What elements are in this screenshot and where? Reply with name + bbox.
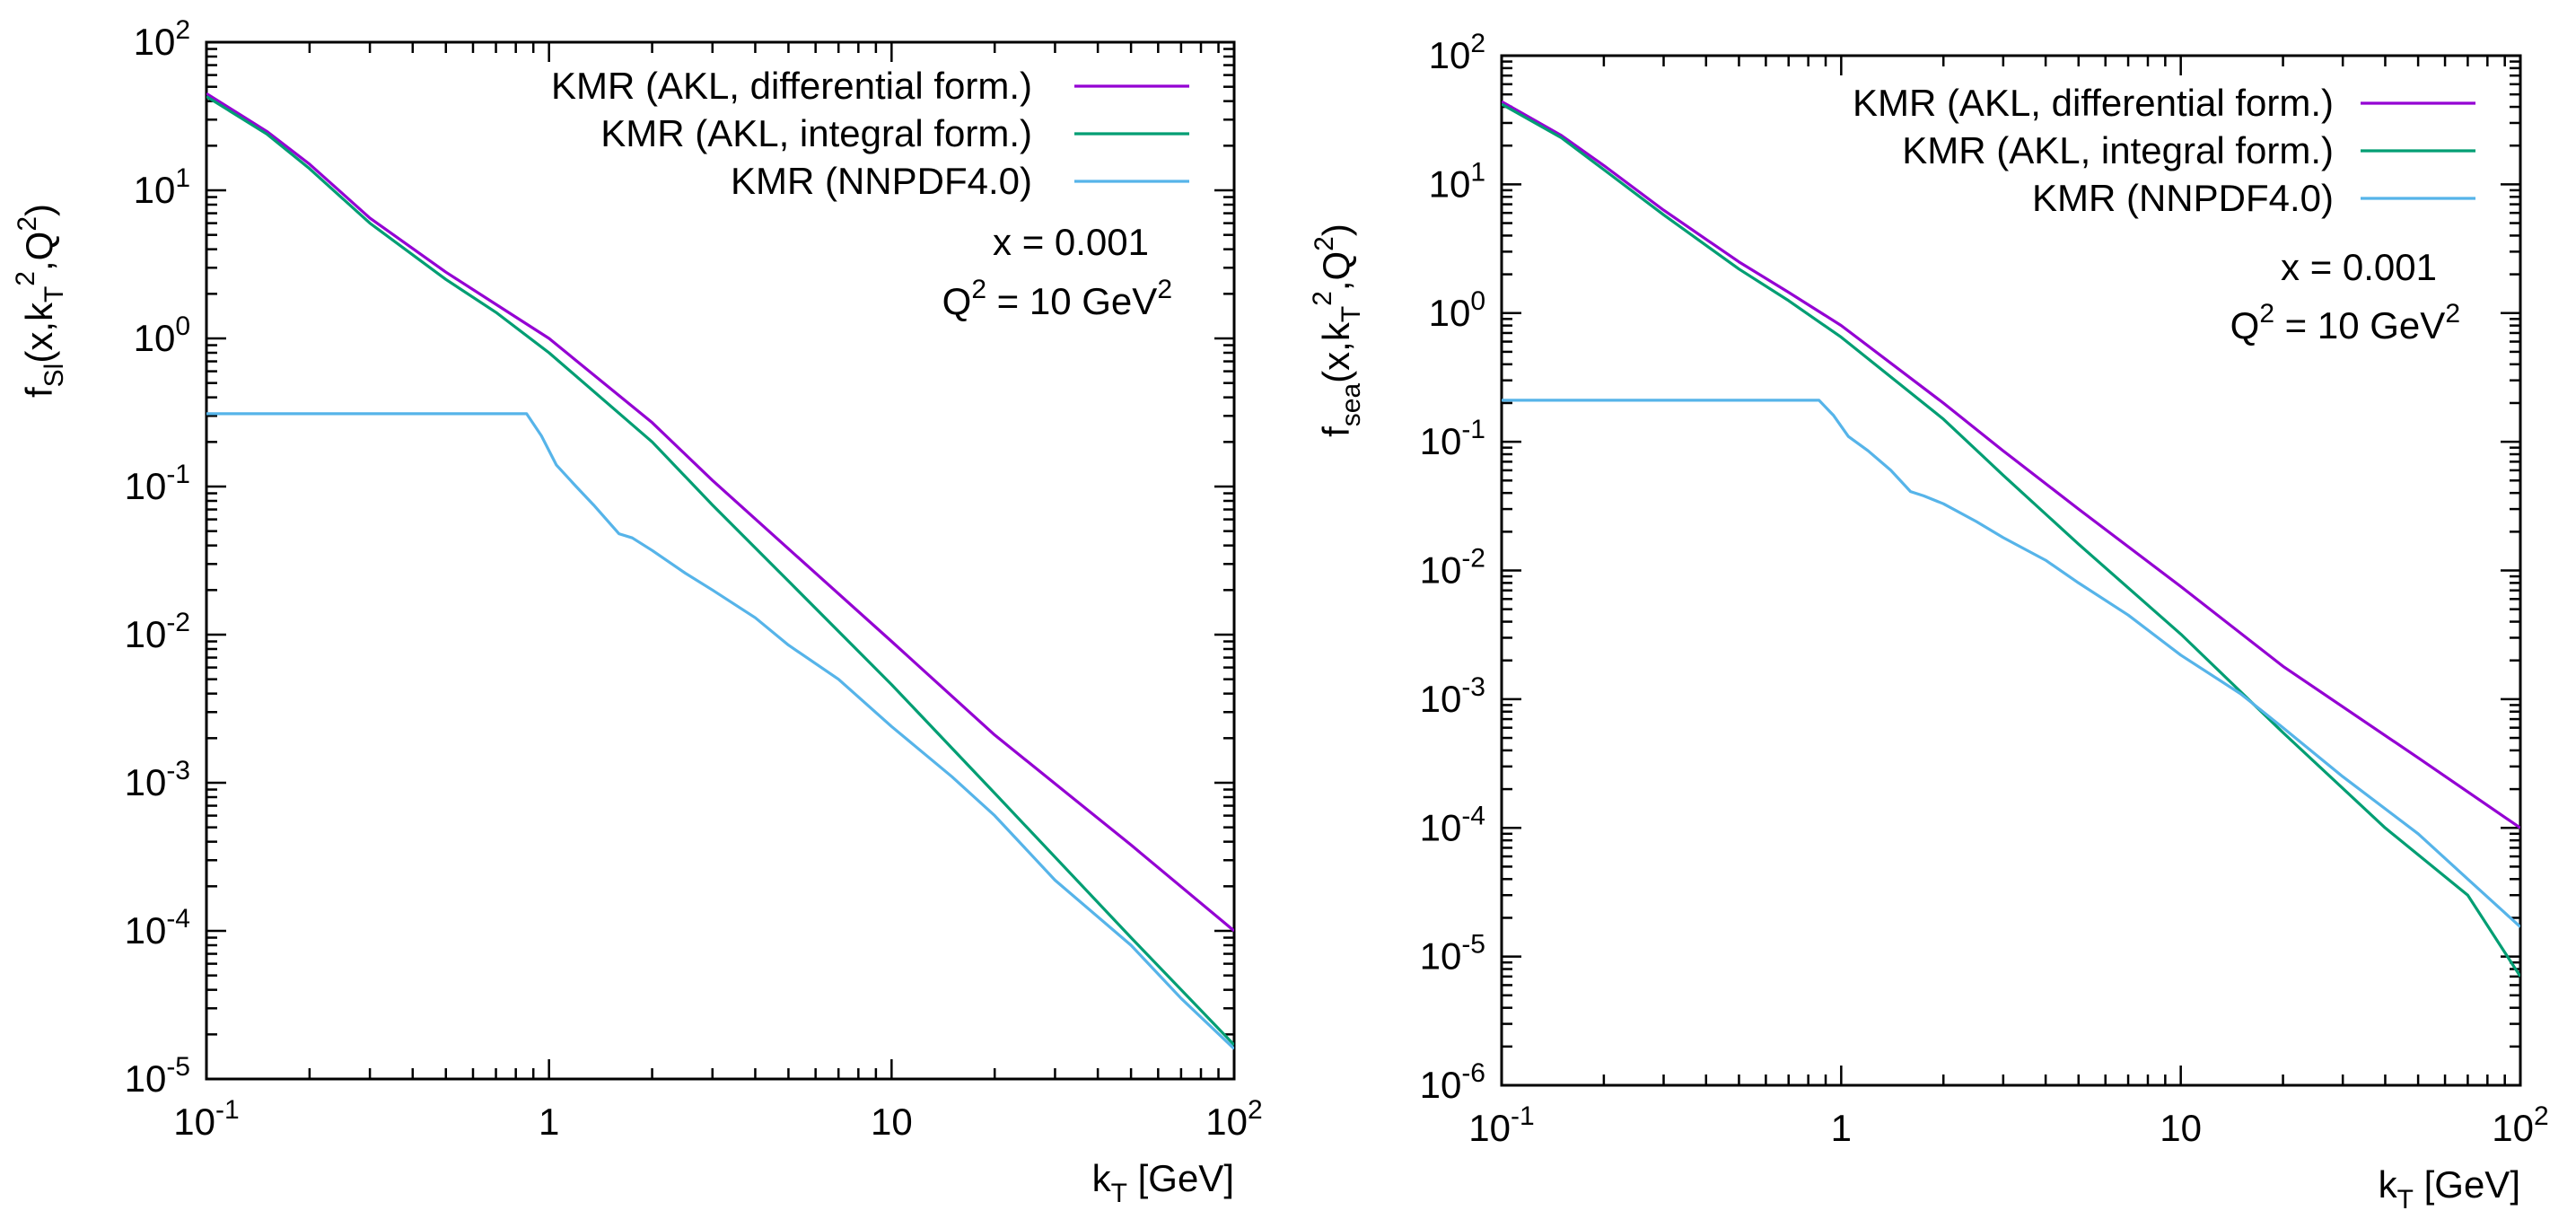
- plot-frame: [1500, 54, 2522, 1087]
- y-tick-label: 10-1: [125, 460, 190, 507]
- annotation-q2-value: Q2 = 10 GeV2: [2230, 299, 2460, 346]
- annotation-x-value: x = 0.001: [2281, 246, 2437, 288]
- x-tick-label: 1: [539, 1101, 559, 1143]
- y-tick-label: 101: [134, 163, 190, 211]
- legend-label: KMR (AKL, integral form.): [1902, 129, 2334, 171]
- y-axis-label: fSl(x,kT2,Q2): [11, 204, 69, 398]
- y-tick-label: 10-5: [1420, 930, 1485, 978]
- y-tick-label: 100: [134, 311, 190, 359]
- legend-label: KMR (AKL, differential form.): [1853, 82, 2334, 124]
- y-tick-label: 10-1: [1420, 415, 1485, 462]
- y-tick-label: 10-3: [125, 756, 190, 803]
- series-line-2: [1502, 102, 2520, 978]
- chart-right-panel: 10-1 1 10 102 102 101 100 10-1 10-2 10-3 10-4 10-5 1…: [1308, 29, 2549, 1215]
- y-tick-label: 102: [1429, 29, 1485, 76]
- legend-label: KMR (NNPDF4.0): [731, 160, 1032, 202]
- x-tick-label: 102: [2492, 1101, 2548, 1149]
- y-tick-label: 10-3: [1420, 672, 1485, 720]
- series-line-3: [206, 412, 1234, 1050]
- y-tick-label: 101: [1429, 157, 1485, 205]
- y-tick-label: 10-4: [125, 904, 190, 952]
- legend-label: KMR (AKL, differential form.): [551, 65, 1032, 107]
- y-tick-label: 102: [134, 15, 190, 63]
- y-tick-label: 10-5: [125, 1052, 190, 1100]
- x-tick-label: 10-1: [1468, 1101, 1534, 1149]
- y-axis-label: fsea(x,kT2,Q2): [1308, 224, 1366, 437]
- annotation-x-value: x = 0.001: [993, 221, 1149, 263]
- series-line-1: [1502, 100, 2520, 829]
- y-tick-label: 10-6: [1420, 1058, 1485, 1106]
- x-tick-label: 10: [871, 1101, 913, 1143]
- y-tick-label: 10-4: [1420, 801, 1485, 848]
- y-tick-label: 100: [1429, 286, 1485, 334]
- x-axis-label: kT [GeV]: [2379, 1163, 2520, 1215]
- x-tick-label: 1: [1831, 1107, 1852, 1149]
- annotation-q2-value: Q2 = 10 GeV2: [942, 275, 1172, 322]
- x-tick-label: 10-1: [173, 1095, 239, 1143]
- legend-label: KMR (NNPDF4.0): [2032, 177, 2334, 219]
- chart-left-panel: 10-1 1 10 102 102 101 100 10-1 10-2 10-3 10-4 10-5 k…: [11, 15, 1263, 1208]
- plot-frame: [205, 40, 1236, 1081]
- series-line-1: [206, 92, 1234, 933]
- x-axis-label: kT [GeV]: [1092, 1157, 1234, 1208]
- x-tick-label: 10: [2160, 1107, 2202, 1149]
- series-line-3: [1502, 399, 2520, 928]
- y-tick-label: 10-2: [1420, 544, 1485, 592]
- series-line-2: [206, 95, 1234, 1047]
- x-tick-label: 102: [1205, 1095, 1262, 1143]
- legend-label: KMR (AKL, integral form.): [600, 112, 1032, 154]
- y-tick-label: 10-2: [125, 608, 190, 655]
